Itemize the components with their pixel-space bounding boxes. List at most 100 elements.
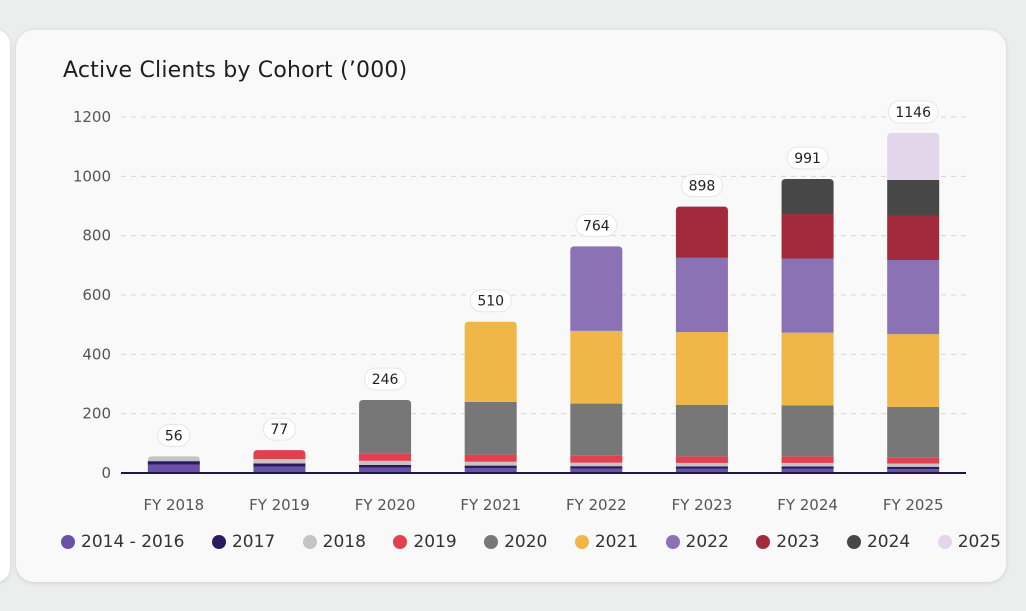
bar-segment bbox=[781, 214, 834, 259]
bar-segment bbox=[570, 466, 623, 469]
x-tick-label: FY 2025 bbox=[883, 496, 944, 514]
legend-label: 2024 bbox=[866, 532, 911, 552]
y-tick-label: 200 bbox=[82, 405, 111, 423]
x-tick-label: FY 2023 bbox=[672, 496, 733, 514]
bar-segment bbox=[147, 464, 200, 473]
bar-segment bbox=[887, 466, 940, 470]
bar-segment bbox=[675, 206, 728, 258]
legend-swatch bbox=[574, 535, 589, 549]
bar-segment bbox=[253, 466, 306, 473]
total-label-pill: 1146 bbox=[887, 100, 939, 124]
total-label: 991 bbox=[794, 151, 821, 167]
legend-swatch bbox=[61, 535, 75, 549]
legend-label: 2023 bbox=[776, 532, 820, 552]
bar-segment bbox=[570, 468, 623, 473]
x-tick-label: FY 2022 bbox=[566, 496, 627, 514]
bar-segment bbox=[781, 179, 834, 215]
total-label-pill: 991 bbox=[786, 146, 829, 170]
bar-segment bbox=[781, 468, 834, 473]
bar-segment bbox=[464, 401, 517, 455]
chart-title: Active Clients by Cohort (’000) bbox=[63, 58, 408, 83]
x-tick-label: FY 2020 bbox=[355, 496, 416, 514]
bar-segment bbox=[570, 330, 623, 404]
bar-stack bbox=[781, 179, 834, 473]
total-label-pill: 510 bbox=[469, 289, 512, 313]
total-label-background bbox=[262, 417, 296, 441]
legend-swatch bbox=[211, 535, 226, 549]
bar-segment bbox=[781, 405, 834, 457]
x-tick-label: FY 2018 bbox=[143, 496, 204, 514]
bar-segment bbox=[887, 133, 940, 180]
bar-segment bbox=[675, 456, 728, 463]
y-tick-label: 800 bbox=[82, 227, 111, 245]
bar-segment bbox=[887, 179, 940, 216]
total-label-pill: 764 bbox=[575, 213, 618, 237]
total-label: 764 bbox=[583, 218, 610, 234]
y-tick-label: 1200 bbox=[73, 108, 111, 126]
bar-segment bbox=[887, 406, 940, 458]
bar-stack bbox=[675, 206, 728, 473]
bar-segment bbox=[253, 459, 306, 464]
total-label-background bbox=[364, 367, 407, 391]
legend-swatch bbox=[484, 535, 499, 549]
bar-segment bbox=[464, 461, 517, 466]
legend-item: 2021 bbox=[574, 532, 638, 552]
bar-segment bbox=[781, 462, 834, 467]
bar-stack bbox=[464, 321, 517, 473]
total-label-pill: 246 bbox=[364, 367, 407, 391]
bar-stack bbox=[147, 456, 200, 473]
bar-segment bbox=[781, 332, 834, 406]
bar-segment bbox=[887, 215, 940, 260]
bar-segment bbox=[570, 403, 623, 456]
total-label: 510 bbox=[477, 294, 504, 310]
legend-swatch bbox=[665, 535, 680, 549]
total-label: 246 bbox=[372, 372, 399, 388]
bar-stack bbox=[253, 450, 306, 473]
legend-label: 2017 bbox=[231, 532, 276, 552]
bar-segment bbox=[675, 462, 728, 467]
legend-label: 2020 bbox=[504, 532, 548, 552]
total-label: 1146 bbox=[895, 105, 931, 121]
bar-segment bbox=[887, 463, 940, 467]
total-label-background bbox=[575, 213, 618, 237]
legend-swatch bbox=[302, 535, 317, 549]
bar-segment bbox=[359, 460, 412, 465]
adjacent-card-edge bbox=[0, 30, 10, 582]
total-label-pill: 56 bbox=[157, 423, 191, 447]
legend-item: 2025 bbox=[937, 532, 1001, 552]
x-tick-label: FY 2019 bbox=[249, 496, 310, 514]
total-labels: 56 77 246 510 764 898 991 1146 bbox=[157, 100, 939, 447]
legend-label: 2022 bbox=[685, 532, 729, 552]
bar-segment bbox=[887, 259, 940, 335]
bar-segment bbox=[887, 457, 940, 464]
legend-label: 2014 - 2016 bbox=[81, 532, 185, 552]
bar-segment bbox=[253, 450, 306, 460]
total-label-background bbox=[887, 100, 939, 124]
legend-item: 2017 bbox=[211, 532, 276, 552]
total-label-pill: 898 bbox=[680, 174, 723, 198]
bar-stack bbox=[570, 246, 623, 473]
bar-segment bbox=[464, 321, 517, 402]
bar-segment bbox=[359, 400, 412, 454]
legend-item: 2024 bbox=[846, 532, 911, 552]
legend-item: 2018 bbox=[302, 532, 366, 552]
y-tick-label: 600 bbox=[82, 286, 111, 304]
legend-swatch bbox=[846, 535, 861, 549]
bar-segment bbox=[570, 246, 623, 331]
bar-segment bbox=[781, 466, 834, 469]
bar-segment bbox=[464, 468, 517, 473]
total-label: 77 bbox=[271, 422, 289, 438]
legend-item: 2023 bbox=[756, 532, 820, 552]
bar-segment bbox=[675, 468, 728, 473]
bar-stack bbox=[359, 400, 412, 473]
x-axis-ticks: FY 2018 FY 2019 FY 2020 FY 2021 FY 2022 FY 20… bbox=[143, 496, 943, 514]
legend-swatch bbox=[393, 535, 408, 549]
legend-label: 2018 bbox=[322, 532, 366, 552]
bar-segment bbox=[570, 462, 623, 467]
total-label-background bbox=[786, 146, 829, 170]
y-tick-label: 400 bbox=[82, 345, 111, 363]
bar-segment bbox=[359, 464, 412, 468]
total-label-background bbox=[157, 423, 191, 447]
bar-segment bbox=[464, 454, 517, 462]
